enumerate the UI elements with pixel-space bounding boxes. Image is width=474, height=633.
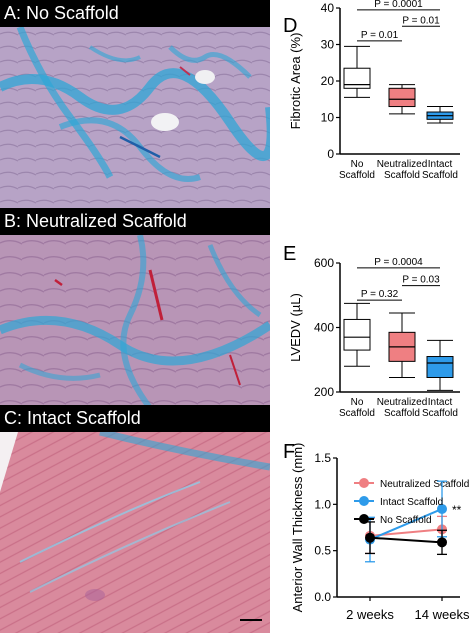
panel-f-legend-marker [359,496,369,506]
panel-e-y-axis-label: LVEDV (µL) [288,293,303,362]
panel-e-letter: E [283,243,296,265]
panel-f-data-point [365,532,375,543]
panel-d-box [343,67,371,89]
panel-e-category-label: Neutralized [377,397,428,408]
panel-d-significance-label: P = 0.0001 [374,0,423,10]
panel-d-category-label: Scaffold [422,170,458,181]
panel-d-category-label: Scaffold [384,170,420,181]
panel-f-x-tick-label: 2 weeks [346,607,394,622]
panel-f-y-tick-label: 0.5 [314,544,331,558]
panel-a-title: A: No Scaffold [0,0,270,27]
panel-e-box [426,356,454,378]
panel-d-letter: D [283,15,297,37]
panel-f-y-tick-label: 1.0 [314,497,331,511]
panel-e-y-tick-label: 200 [314,385,334,399]
panel-f-legend-label: No Scaffold [380,515,432,526]
panel-f-data-point [437,503,447,514]
panel-f-series-line [369,536,443,544]
panel-d-y-tick-label: 40 [321,1,335,15]
panel-d-category-label: Neutralized [377,159,428,170]
panel-f-legend-label: Neutralized Scaffold [380,479,469,490]
panel-e-significance-label: P = 0.0004 [374,257,423,268]
panel-b-title: B: Neutralized Scaffold [0,208,270,235]
panel-d-category-label: No [351,159,364,170]
panel-f-letter: F [283,441,295,463]
panel-f-legend-marker [359,514,369,524]
panel-d-box [388,87,416,108]
panel-f-y-axis-label: Anterior Wall Thickness (mm) [290,443,305,613]
panel-e-box [343,318,371,351]
panel-e-category-label: Scaffold [339,408,375,419]
panel-e-y-tick-label: 400 [314,321,334,335]
panel-e-significance-label: P = 0.03 [402,275,440,286]
panel-d-significance-label: P = 0.01 [402,15,440,26]
panel-f-y-tick-label: 1.5 [314,451,331,465]
panel-d-y-axis-label: Fibrotic Area (%) [288,33,303,130]
panel-e-y-tick-label: 600 [314,256,334,270]
panel-f-legend-label: Intact Scaffold [380,497,443,508]
panel-d-significance-label: P = 0.01 [361,30,399,41]
panel-d-category-label: Scaffold [339,170,375,181]
panel-f-y-tick-label: 0.0 [314,590,331,604]
panel-c-title: C: Intact Scaffold [0,405,270,432]
panel-e-category-label: Intact [428,397,453,408]
panel-f-data-point [437,537,447,548]
panel-d-y-tick-label: 10 [321,111,335,125]
panel-a-image [0,27,270,212]
panel-f-series-line [369,508,443,541]
panel-e-category-label: Scaffold [384,408,420,419]
panel-d-category-label: Intact [428,159,453,170]
histology-panel-a: A: No Scaffold [0,0,270,212]
panel-b-image [0,235,270,408]
panel-f-annotation: ** [452,503,462,517]
panel-d-y-tick-label: 30 [321,38,335,52]
panel-f-legend-marker [359,478,369,488]
histology-panel-c: C: Intact Scaffold [0,405,270,633]
panel-e-category-label: No [351,397,364,408]
panel-e-category-label: Scaffold [422,408,458,419]
panel-d-y-tick-label: 0 [327,147,334,161]
panel-c-image [0,432,270,633]
panel-d-y-tick-label: 20 [321,74,335,88]
panel-f-x-tick-label: 14 weeks [415,607,470,622]
histology-panel-b: B: Neutralized Scaffold [0,208,270,408]
panel-e-significance-label: P = 0.32 [361,289,399,300]
